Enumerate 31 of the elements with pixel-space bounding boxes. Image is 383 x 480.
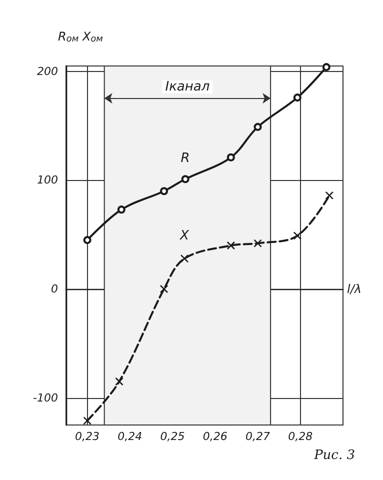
point xyxy=(83,236,92,244)
series-label: R xyxy=(180,151,190,166)
point xyxy=(226,153,235,162)
point xyxy=(83,416,92,425)
point xyxy=(325,191,334,200)
x-axis-title: l/λ xyxy=(347,282,362,296)
y-tick-label: -100 xyxy=(33,391,58,404)
point xyxy=(160,187,168,196)
x-tick-label: 0,28 xyxy=(288,430,313,443)
y-tick-label: 100 xyxy=(37,174,58,187)
point xyxy=(180,254,189,263)
point xyxy=(226,241,236,250)
point xyxy=(254,239,262,248)
y-tick-label: 200 xyxy=(37,64,58,78)
point xyxy=(117,206,126,214)
point xyxy=(293,232,302,240)
point xyxy=(254,122,262,131)
x-tick-label: 0,23 xyxy=(75,430,100,443)
point xyxy=(293,94,302,102)
x-tick-label: 0,26 xyxy=(202,430,228,443)
point xyxy=(115,377,124,386)
point xyxy=(322,63,330,72)
band-label: Iканал xyxy=(165,79,210,94)
x-tick-label: 0,24 xyxy=(118,430,142,443)
x-tick-label: 0,25 xyxy=(160,430,185,443)
series-label: X xyxy=(179,228,190,244)
text: Рис. 3 xyxy=(313,448,355,463)
x-tick-label: 0,27 xyxy=(246,430,270,443)
point xyxy=(160,284,168,294)
y-tick-label: 0 xyxy=(51,282,58,296)
point xyxy=(181,175,190,184)
